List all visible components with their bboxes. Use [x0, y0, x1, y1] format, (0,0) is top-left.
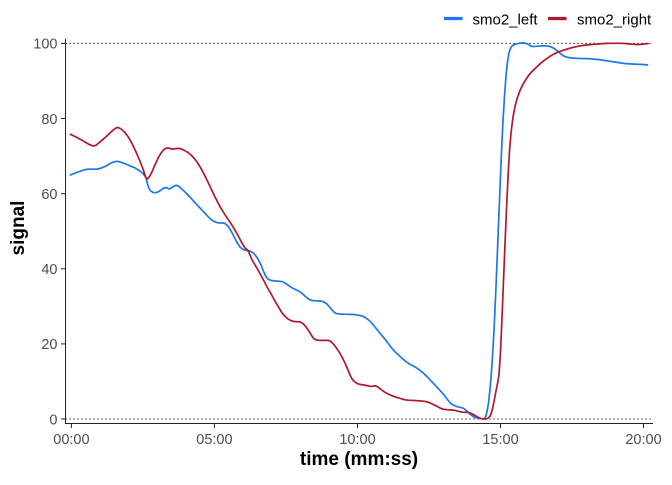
svg-text:80: 80	[41, 112, 57, 128]
svg-text:40: 40	[41, 262, 57, 278]
svg-text:0: 0	[49, 412, 57, 428]
svg-text:smo2_right: smo2_right	[577, 12, 652, 29]
svg-text:05:00: 05:00	[196, 432, 232, 448]
svg-text:20: 20	[41, 337, 57, 353]
svg-text:100: 100	[33, 37, 57, 53]
svg-text:20:00: 20:00	[625, 432, 661, 448]
svg-text:15:00: 15:00	[482, 432, 518, 448]
svg-text:10:00: 10:00	[339, 432, 375, 448]
svg-text:00:00: 00:00	[53, 432, 89, 448]
svg-text:smo2_left: smo2_left	[473, 12, 539, 29]
svg-text:60: 60	[41, 187, 57, 203]
svg-text:time (mm:ss): time (mm:ss)	[300, 449, 418, 470]
svg-text:signal: signal	[8, 201, 29, 256]
